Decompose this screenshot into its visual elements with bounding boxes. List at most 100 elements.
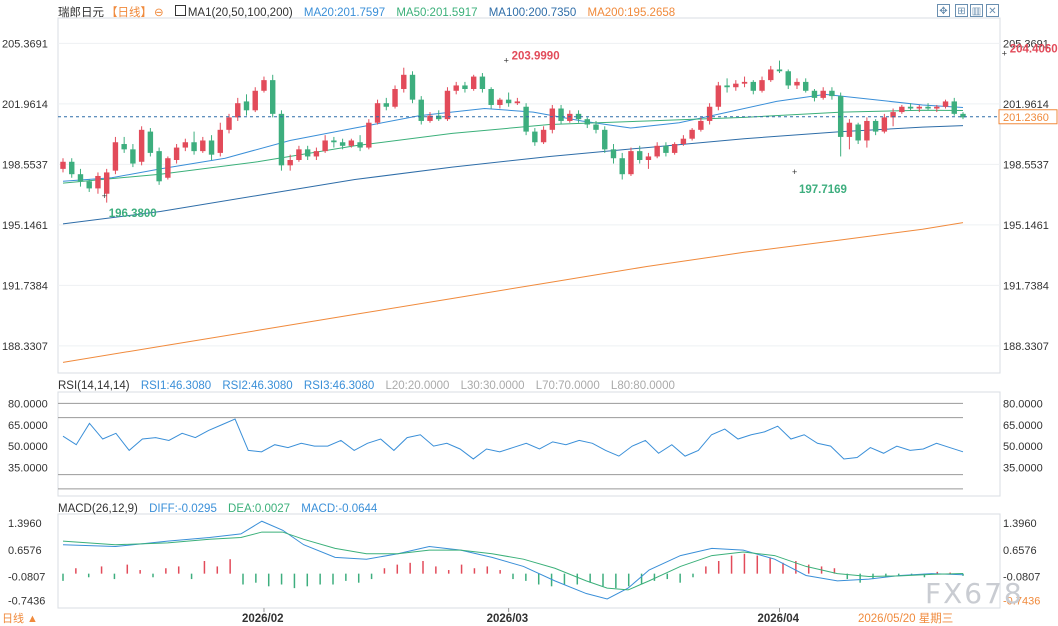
candle-body — [130, 149, 136, 164]
candle-body — [820, 90, 826, 98]
candle-body — [864, 120, 870, 141]
candle-body — [768, 69, 774, 81]
macd-dea-line — [62, 531, 964, 591]
price-axis-tick-right: 188.3307 — [1003, 341, 1049, 353]
rsi-panel-frame — [57, 391, 1001, 497]
candle-body — [916, 106, 923, 109]
current-price-tag: 201.2360 — [1003, 112, 1049, 124]
candle-body — [383, 103, 390, 107]
macd-axis-tick-left: -0.7436 — [8, 596, 45, 608]
price-axis-tick-left: 205.3691 — [2, 38, 48, 50]
candle-body — [322, 140, 328, 152]
candle-body — [235, 103, 241, 118]
candle-body — [453, 85, 459, 91]
candle-body — [776, 69, 783, 72]
candle-body — [217, 129, 223, 153]
candle-body — [497, 99, 503, 105]
zoom-icon[interactable]: ⊞ — [955, 4, 968, 17]
ma-line-ma100 — [62, 125, 964, 225]
candle-body — [427, 115, 433, 121]
candle-body — [138, 129, 145, 162]
candle-body — [619, 158, 625, 175]
candle-body — [645, 156, 652, 160]
candle-body — [348, 140, 355, 146]
rsi-axis-tick-left: 65.0000 — [8, 420, 48, 432]
candle-body — [803, 81, 809, 91]
rsi3-value: RSI3:46.3080 — [303, 380, 375, 392]
candle-body — [444, 90, 451, 120]
panel-icon[interactable]: ▥ — [970, 4, 983, 17]
candle-body — [287, 160, 293, 166]
ma50-value: MA50:201.5917 — [396, 7, 478, 19]
macd-value: MACD:-0.0644 — [301, 503, 378, 515]
symbol-label: 瑞郎日元 — [58, 7, 104, 19]
macd-axis-tick-right: -0.0807 — [1003, 572, 1040, 584]
candle-body — [401, 74, 407, 89]
candle-body — [698, 120, 704, 130]
extreme-marker: + — [504, 56, 509, 66]
candle-body — [584, 119, 590, 125]
candle-body — [733, 83, 739, 88]
candle-body — [829, 90, 835, 97]
rsi-axis-tick-right: 80.0000 — [1003, 398, 1043, 410]
candle-body — [654, 145, 660, 157]
candle-body — [715, 85, 722, 107]
candle-body — [77, 174, 84, 182]
ma-line-ma20 — [62, 93, 964, 182]
candle-body — [794, 81, 800, 86]
rsi-axis-tick-right: 35.0000 — [1003, 463, 1043, 475]
candle-body — [549, 108, 556, 130]
candle-body — [663, 145, 669, 153]
candle-body — [479, 76, 486, 89]
settings-icon[interactable]: ⊖ — [154, 7, 164, 19]
price-axis-tick-right: 205.3691 — [1003, 38, 1049, 50]
candle-body — [567, 113, 573, 121]
l80-value: L80:80.0000 — [610, 380, 675, 392]
candle-body — [558, 108, 564, 121]
candle-body — [331, 140, 337, 143]
candle-body — [532, 131, 538, 143]
candle-body — [86, 181, 92, 189]
close-icon[interactable]: ✕ — [986, 4, 999, 17]
price-axis-tick-left: 198.5537 — [2, 159, 48, 171]
macd-axis-tick-left: 1.3960 — [8, 518, 42, 530]
candle-body — [899, 106, 905, 113]
candle-body — [409, 74, 416, 100]
rsi-axis-tick-left: 35.0000 — [8, 463, 48, 475]
price-axis-tick-left: 195.1461 — [2, 220, 48, 232]
macd-axis-tick-left: -0.0807 — [8, 572, 45, 584]
candle-body — [173, 147, 180, 160]
candle-body — [147, 131, 154, 153]
candle-body — [374, 103, 381, 123]
extreme-label: 196.3800 — [109, 208, 157, 220]
ma200-value: MA200:195.2658 — [587, 7, 676, 19]
indicator-toggle-icon[interactable] — [174, 5, 186, 16]
price-panel-frame — [57, 17, 1001, 374]
l70-value: L70:70.0000 — [535, 380, 600, 392]
extreme-marker: + — [102, 191, 107, 201]
candle-body — [942, 101, 949, 107]
timeframe-tab[interactable]: 日线 ▲ — [2, 613, 38, 625]
candle-body — [243, 101, 250, 111]
candle-body — [103, 172, 110, 194]
price-axis-tick-right: 201.9614 — [1003, 99, 1049, 111]
candle-body — [505, 99, 512, 104]
candle-body — [628, 151, 634, 175]
l30-value: L30:30.0000 — [460, 380, 525, 392]
ma-line-ma200 — [62, 222, 964, 363]
expand-icon[interactable]: ✥ — [937, 4, 950, 17]
candle-body — [689, 129, 695, 139]
candle-body — [872, 120, 879, 132]
candle-body — [540, 129, 547, 143]
candle-body — [741, 81, 748, 84]
candle-body — [514, 101, 521, 104]
watermark: FX678 — [925, 577, 1024, 610]
candle-body — [636, 151, 643, 160]
rsi1-value: RSI1:46.3080 — [140, 380, 212, 392]
x-axis-label: 2026/04 — [758, 613, 800, 625]
current-price-tag-bg — [998, 109, 1058, 125]
candle-body — [165, 158, 171, 178]
candle-body — [785, 71, 791, 86]
candle-body — [95, 175, 101, 189]
